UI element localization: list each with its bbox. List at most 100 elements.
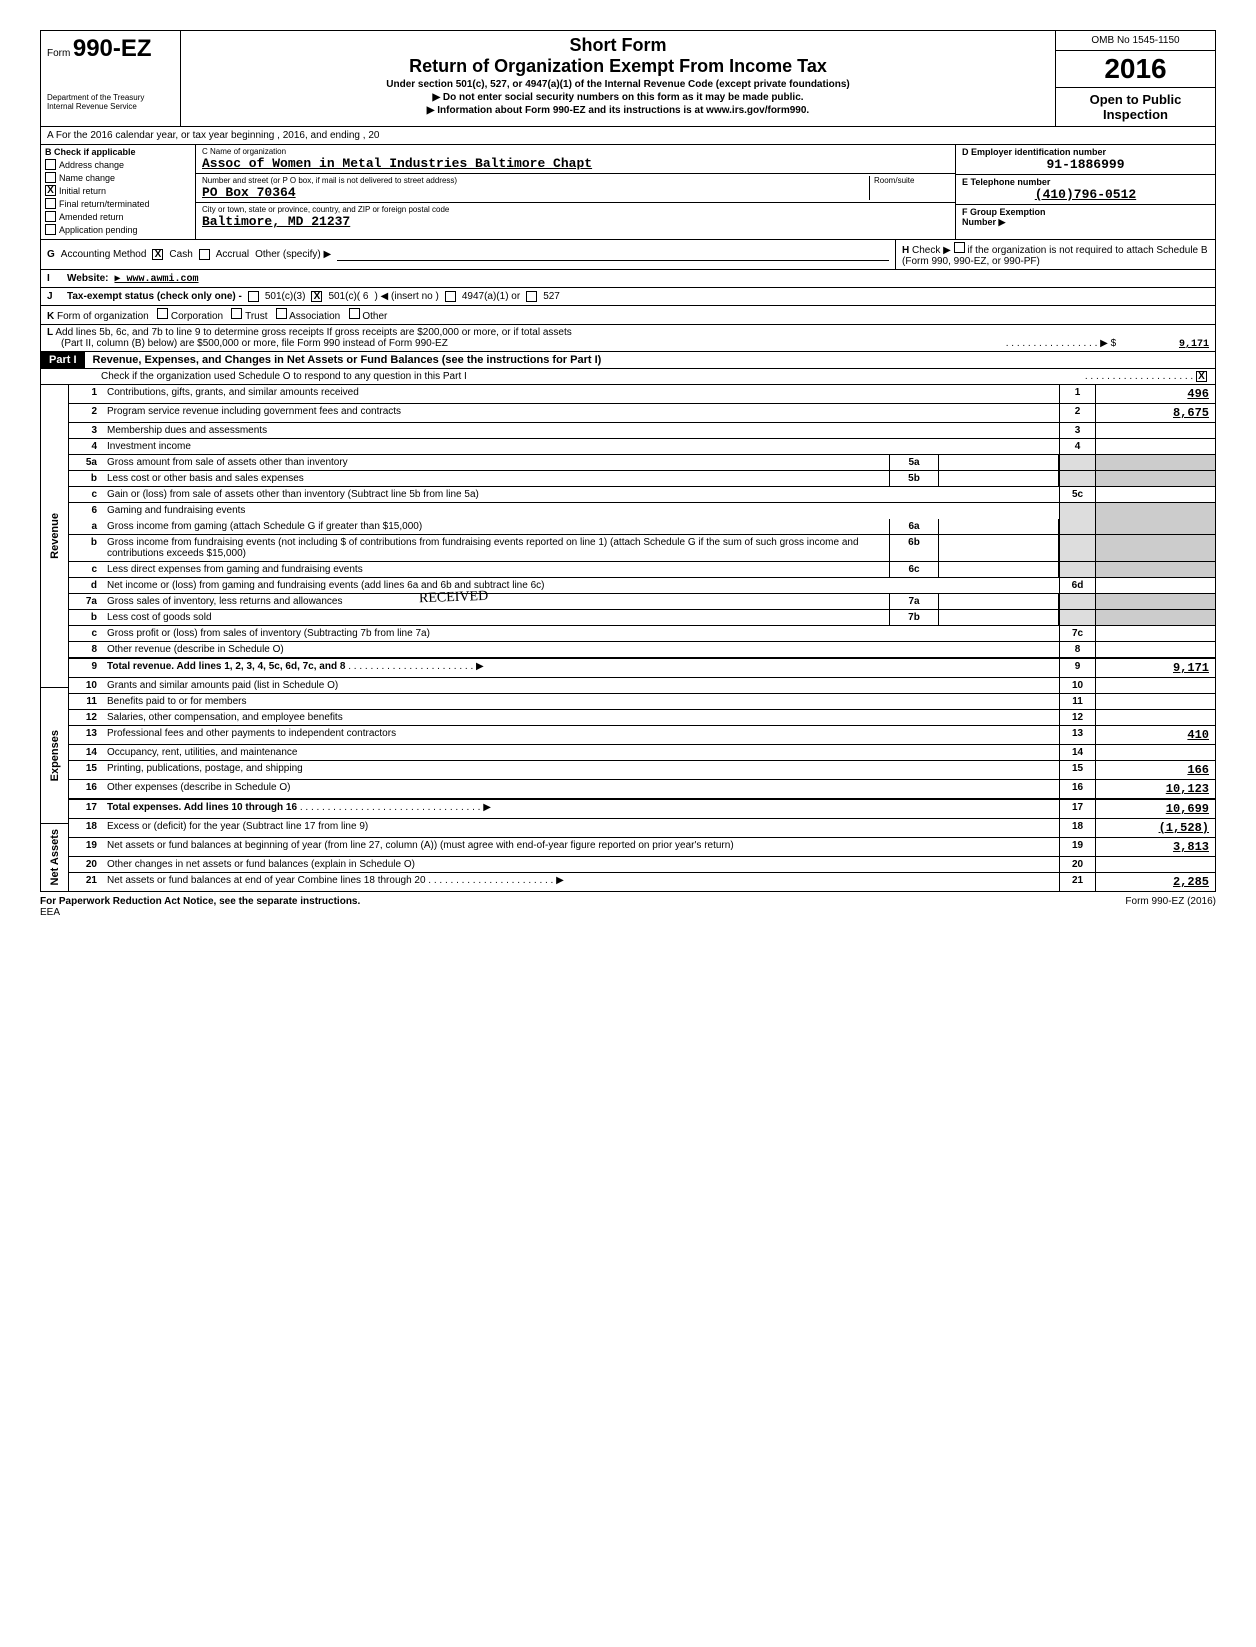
line-21: 21 Net assets or fund balances at end of… (69, 873, 1215, 891)
cb-application-pending[interactable]: Application pending (45, 224, 191, 235)
line-12: 12 Salaries, other compensation, and emp… (69, 710, 1215, 726)
header-right: OMB No 1545-1150 2016 Open to Public Ins… (1055, 31, 1215, 126)
dept-treasury: Department of the Treasury (47, 93, 174, 102)
group-exempt-label: F Group Exemption (962, 207, 1209, 217)
line-1: 1 Contributions, gifts, grants, and simi… (69, 385, 1215, 404)
line-9: 9 Total revenue. Add lines 1, 2, 3, 4, 5… (69, 658, 1215, 678)
line-8: 8 Other revenue (describe in Schedule O)… (69, 642, 1215, 658)
tax-exempt-label: Tax-exempt status (check only one) - (67, 291, 242, 302)
cb-501c3[interactable] (248, 291, 259, 302)
city-label: City or town, state or province, country… (202, 205, 949, 214)
org-name-value: Assoc of Women in Metal Industries Balti… (202, 156, 949, 171)
cb-schedule-b[interactable] (954, 242, 965, 253)
amt-2: 8,675 (1173, 406, 1209, 420)
header-center: Short Form Return of Organization Exempt… (181, 31, 1055, 126)
row-l-text2: (Part II, column (B) below) are $500,000… (47, 338, 448, 349)
website-value: ▶ www.awmi.com (115, 273, 199, 285)
line-16: 16 Other expenses (describe in Schedule … (69, 780, 1215, 799)
letter-j: J (47, 291, 61, 302)
cb-501c[interactable] (311, 291, 322, 302)
footer-paperwork: For Paperwork Reduction Act Notice, see … (40, 896, 360, 907)
line-6: 6 Gaming and fundraising events (69, 503, 1215, 519)
cb-accrual[interactable] (199, 249, 210, 260)
street-label: Number and street (or P O box, if mail i… (202, 176, 869, 185)
line-20: 20 Other changes in net assets or fund b… (69, 857, 1215, 873)
line-6a: a Gross income from gaming (attach Sched… (69, 519, 1215, 535)
cb-other-org[interactable] (349, 308, 360, 319)
public-line2: Inspection (1060, 107, 1211, 122)
group-exempt-num: Number ▶ (962, 217, 1209, 228)
amt-12 (1095, 710, 1215, 725)
org-name-row: C Name of organization Assoc of Women in… (196, 145, 955, 174)
info-section: B Check if applicable Address change Nam… (41, 145, 1215, 240)
amt-18: (1,528) (1159, 821, 1209, 835)
city-value: Baltimore, MD 21237 (202, 214, 949, 229)
part1-header: Part I Revenue, Expenses, and Changes in… (41, 352, 1215, 369)
line-7b: b Less cost of goods sold 7b (69, 610, 1215, 626)
phone-label: E Telephone number (962, 177, 1209, 187)
amt-13: 410 (1187, 728, 1209, 742)
section-def: D Employer identification number 91-1886… (955, 145, 1215, 239)
expenses-vert-label: Expenses (49, 730, 61, 781)
line-15: 15 Printing, publications, postage, and … (69, 761, 1215, 780)
notice-ssn: ▶ Do not enter social security numbers o… (189, 92, 1047, 103)
form-number: 990-EZ (73, 35, 152, 62)
group-exempt-row: F Group Exemption Number ▶ (956, 205, 1215, 233)
cb-name-change[interactable]: Name change (45, 172, 191, 183)
street-row: Number and street (or P O box, if mail i… (196, 174, 955, 203)
line-7a: 7a Gross sales of inventory, less return… (69, 594, 1215, 610)
section-c: C Name of organization Assoc of Women in… (196, 145, 955, 239)
amt-3 (1095, 423, 1215, 438)
letter-h: H (902, 245, 909, 256)
cb-amended[interactable]: Amended return (45, 211, 191, 222)
row-k: K Form of organization Corporation Trust… (41, 306, 1215, 325)
check-schedule-o: Check if the organization used Schedule … (41, 369, 1215, 385)
letter-k: K (47, 311, 54, 322)
line-3: 3 Membership dues and assessments 3 (69, 423, 1215, 439)
form-990ez: Form 990-EZ Department of the Treasury I… (40, 30, 1216, 892)
website-label: Website: (67, 273, 109, 284)
footer-form-id: Form 990-EZ (2016) (1125, 896, 1216, 918)
amt-5c (1095, 487, 1215, 502)
row-gh: G Accounting Method Cash Accrual Other (… (41, 240, 1215, 270)
line-10: 10 Grants and similar amounts paid (list… (69, 678, 1215, 694)
part1-title: Revenue, Expenses, and Changes in Net As… (85, 352, 1215, 368)
cb-4947[interactable] (445, 291, 456, 302)
cb-initial-return[interactable]: Initial return (45, 185, 191, 196)
received-stamp: RECEIVED (419, 589, 489, 607)
open-public: Open to Public Inspection (1056, 88, 1215, 126)
amt-15: 166 (1187, 763, 1209, 777)
cb-corporation[interactable] (157, 308, 168, 319)
row-l-text1: Add lines 5b, 6c, and 7b to line 9 to de… (55, 327, 571, 338)
cb-schedule-o[interactable] (1196, 371, 1207, 382)
form-footer: For Paperwork Reduction Act Notice, see … (40, 892, 1216, 922)
cb-association[interactable] (276, 308, 287, 319)
ein-label: D Employer identification number (962, 147, 1209, 157)
city-row: City or town, state or province, country… (196, 203, 955, 231)
amt-8 (1095, 642, 1215, 657)
header-left: Form 990-EZ Department of the Treasury I… (41, 31, 181, 126)
line-13: 13 Professional fees and other payments … (69, 726, 1215, 745)
amt-7c (1095, 626, 1215, 641)
subtitle: Under section 501(c), 527, or 4947(a)(1)… (189, 79, 1047, 90)
amt-14 (1095, 745, 1215, 760)
cb-address-change[interactable]: Address change (45, 159, 191, 170)
footer-eea: EEA (40, 907, 60, 918)
line-6d: d Net income or (loss) from gaming and f… (69, 578, 1215, 594)
line-6c: c Less direct expenses from gaming and f… (69, 562, 1215, 578)
cb-final-return[interactable]: Final return/terminated (45, 198, 191, 209)
tax-year: 2016 (1056, 51, 1215, 88)
accounting-label: Accounting Method (61, 249, 147, 260)
cb-cash[interactable] (152, 249, 163, 260)
letter-l: L (47, 327, 53, 338)
cb-527[interactable] (526, 291, 537, 302)
line-2: 2 Program service revenue including gove… (69, 404, 1215, 423)
cb-trust[interactable] (231, 308, 242, 319)
amt-20 (1095, 857, 1215, 872)
amt-6d (1095, 578, 1215, 593)
row-l: L Add lines 5b, 6c, and 7b to line 9 to … (41, 325, 1215, 352)
letter-g: G (47, 249, 55, 260)
phone-row: E Telephone number (410)796-0512 (956, 175, 1215, 205)
notice-info: ▶ Information about Form 990-EZ and its … (189, 105, 1047, 116)
amt-17: 10,699 (1166, 802, 1209, 816)
